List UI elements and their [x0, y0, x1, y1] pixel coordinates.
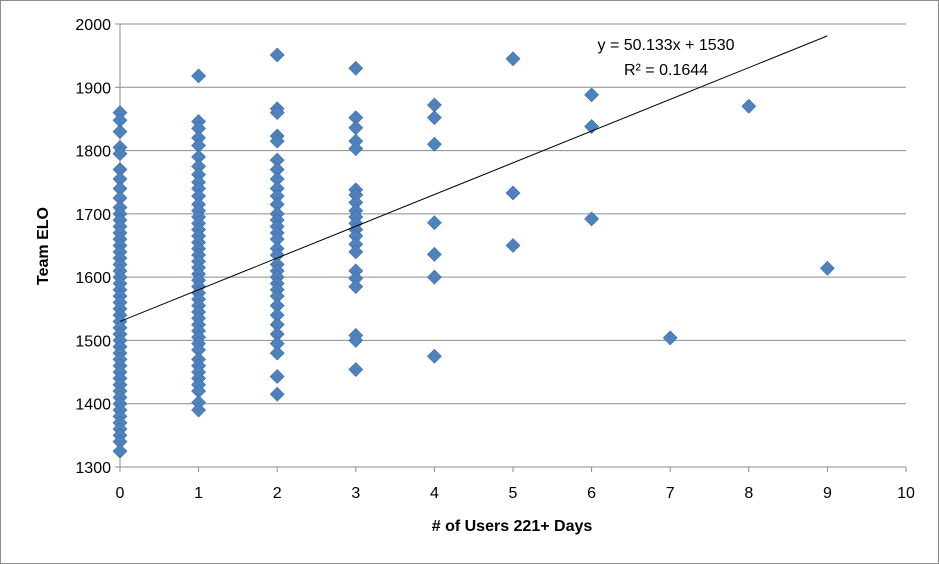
data-point	[112, 124, 128, 140]
data-point	[584, 119, 600, 134]
trendline-equation: y = 50.133x + 1530	[598, 37, 735, 54]
data-point	[426, 269, 442, 285]
data-point	[426, 246, 442, 262]
data-point	[191, 402, 207, 418]
x-tick-label: 8	[744, 485, 753, 502]
labels: y = 50.133x + 1530 R² = 0.1644 # of User…	[35, 37, 735, 535]
data-point	[191, 68, 207, 84]
data-point	[348, 333, 364, 348]
trendline	[119, 35, 828, 322]
data-point	[426, 110, 442, 126]
data-point	[269, 369, 285, 384]
data-point	[348, 120, 364, 136]
data-point	[348, 244, 364, 260]
data-point	[584, 87, 600, 103]
data-points	[112, 47, 835, 459]
trendline-r-squared: R² = 0.1644	[624, 62, 708, 79]
data-point	[505, 238, 521, 253]
x-tick-label: 7	[666, 485, 675, 502]
data-point	[269, 386, 285, 402]
data-point	[348, 141, 364, 157]
data-point	[269, 345, 285, 361]
data-point	[505, 51, 521, 67]
y-tick-label: 1500	[75, 333, 111, 350]
data-point	[112, 146, 128, 162]
x-tick-label: 1	[194, 485, 203, 502]
y-tick-label: 2000	[75, 17, 111, 34]
x-tick-label: 5	[509, 485, 518, 502]
x-tick-label: 6	[587, 485, 596, 502]
y-tick-label: 1900	[75, 80, 111, 97]
data-point	[426, 136, 442, 152]
data-point	[741, 98, 757, 114]
data-point	[269, 105, 285, 121]
x-tick-label: 10	[897, 485, 915, 502]
data-point	[348, 279, 364, 295]
x-axis-title: # of Users 221+ Days	[432, 518, 593, 535]
y-tick-label: 1400	[75, 397, 111, 414]
data-point	[426, 348, 442, 364]
x-tick-label: 9	[823, 485, 832, 502]
gridlines	[120, 23, 906, 405]
data-point	[426, 97, 442, 113]
x-tick-label: 3	[351, 485, 360, 502]
data-point	[505, 185, 521, 201]
y-tick-label: 1800	[75, 144, 111, 161]
x-tick-label: 4	[430, 485, 439, 502]
data-point	[584, 211, 600, 227]
data-point	[348, 362, 364, 377]
x-tick-label: 2	[273, 485, 282, 502]
y-tick-label: 1300	[75, 460, 111, 477]
y-axis-title: Team ELO	[35, 207, 52, 285]
trendline-group	[119, 35, 828, 322]
axes: 1300 1400 1500 1600 1700 1800 1900 2000 0 1 2 3 4 5 6 7…	[75, 17, 915, 502]
data-point	[662, 330, 678, 346]
data-point	[426, 215, 442, 231]
data-point	[269, 133, 285, 149]
y-tick-label: 1700	[75, 207, 111, 224]
data-point	[348, 60, 364, 76]
x-tick-label: 0	[116, 485, 125, 502]
data-point	[269, 47, 285, 63]
data-point	[819, 260, 835, 276]
data-point	[112, 443, 128, 459]
y-tick-label: 1600	[75, 270, 111, 287]
